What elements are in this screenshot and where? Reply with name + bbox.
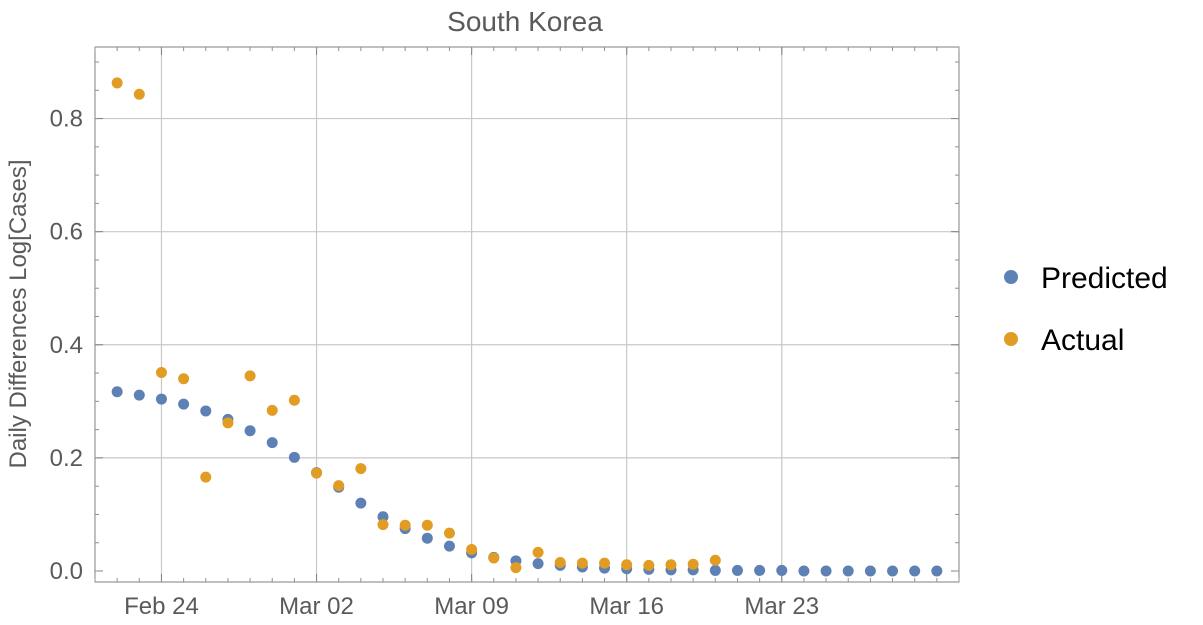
y-tick-label: 0.6 <box>50 219 83 246</box>
legend-label-actual: Actual <box>1041 324 1124 357</box>
predicted-point <box>244 425 256 437</box>
predicted-point <box>931 565 943 577</box>
actual-point <box>466 544 478 556</box>
predicted-point <box>355 497 367 509</box>
x-tick-labels: Feb 24 Mar 02 Mar 09 Mar 16 Mar 23 <box>124 593 819 620</box>
actual-point <box>643 559 655 571</box>
predicted-point <box>731 564 743 576</box>
x-tick-label: Mar 16 <box>589 593 664 620</box>
actual-point <box>665 559 677 571</box>
x-tick-label: Mar 23 <box>744 593 819 620</box>
predicted-point <box>909 565 921 577</box>
predicted-point <box>887 565 899 577</box>
x-tick-label: Mar 02 <box>279 593 354 620</box>
actual-point <box>576 557 588 569</box>
predicted-point <box>443 540 455 552</box>
y-tick-label: 0.4 <box>50 332 83 359</box>
actual-point <box>222 417 234 429</box>
actual-point <box>488 552 500 564</box>
predicted-point <box>532 558 544 570</box>
predicted-point <box>133 389 145 401</box>
actual-point <box>133 88 145 100</box>
actual-point <box>178 373 190 385</box>
chart-title: South Korea <box>447 6 603 37</box>
predicted-point <box>709 564 721 576</box>
actual-point <box>266 404 278 416</box>
legend: Predicted Actual <box>1004 262 1168 357</box>
actual-point <box>709 554 721 566</box>
grid-lines <box>95 47 959 582</box>
actual-point <box>333 480 345 492</box>
series-actual <box>111 77 721 574</box>
predicted-point <box>200 405 212 417</box>
legend-label-predicted: Predicted <box>1041 262 1168 295</box>
actual-point <box>399 519 411 531</box>
predicted-point <box>155 393 167 405</box>
predicted-point <box>421 532 433 544</box>
predicted-point <box>820 565 832 577</box>
actual-point <box>355 463 367 475</box>
predicted-point <box>111 386 123 398</box>
y-axis-label: Daily Differences Log[Cases] <box>5 159 32 468</box>
predicted-point <box>776 564 788 576</box>
data-points <box>111 77 943 577</box>
series-predicted <box>111 386 943 577</box>
actual-point <box>155 366 167 378</box>
actual-point <box>288 394 300 406</box>
x-tick-label: Feb 24 <box>124 593 199 620</box>
plot-frame <box>94 46 960 583</box>
predicted-point <box>754 564 766 576</box>
actual-point <box>554 557 566 569</box>
y-tick-label: 0.2 <box>50 445 83 472</box>
predicted-point <box>798 565 810 577</box>
actual-point <box>421 519 433 531</box>
predicted-point <box>377 511 389 523</box>
actual-point <box>621 559 633 571</box>
actual-point <box>244 370 256 382</box>
actual-point <box>311 467 323 479</box>
actual-point <box>532 546 544 558</box>
predicted-point <box>288 451 300 463</box>
y-tick-label: 0.0 <box>50 558 83 585</box>
actual-point <box>377 519 389 531</box>
actual-point <box>510 562 522 574</box>
predicted-point <box>266 437 278 449</box>
legend-marker-actual <box>1004 332 1018 346</box>
actual-point <box>111 77 123 89</box>
actual-point <box>687 558 699 570</box>
actual-point <box>599 557 611 569</box>
y-tick-labels: 0.0 0.2 0.4 0.6 0.8 <box>50 106 83 585</box>
y-tick-label: 0.8 <box>50 106 83 133</box>
axis-ticks <box>94 47 960 582</box>
legend-marker-predicted <box>1004 270 1018 284</box>
actual-point <box>443 527 455 539</box>
predicted-point <box>842 565 854 577</box>
x-tick-label: Mar 09 <box>434 593 509 620</box>
actual-point <box>200 471 212 483</box>
predicted-point <box>178 398 190 410</box>
predicted-point <box>864 565 876 577</box>
